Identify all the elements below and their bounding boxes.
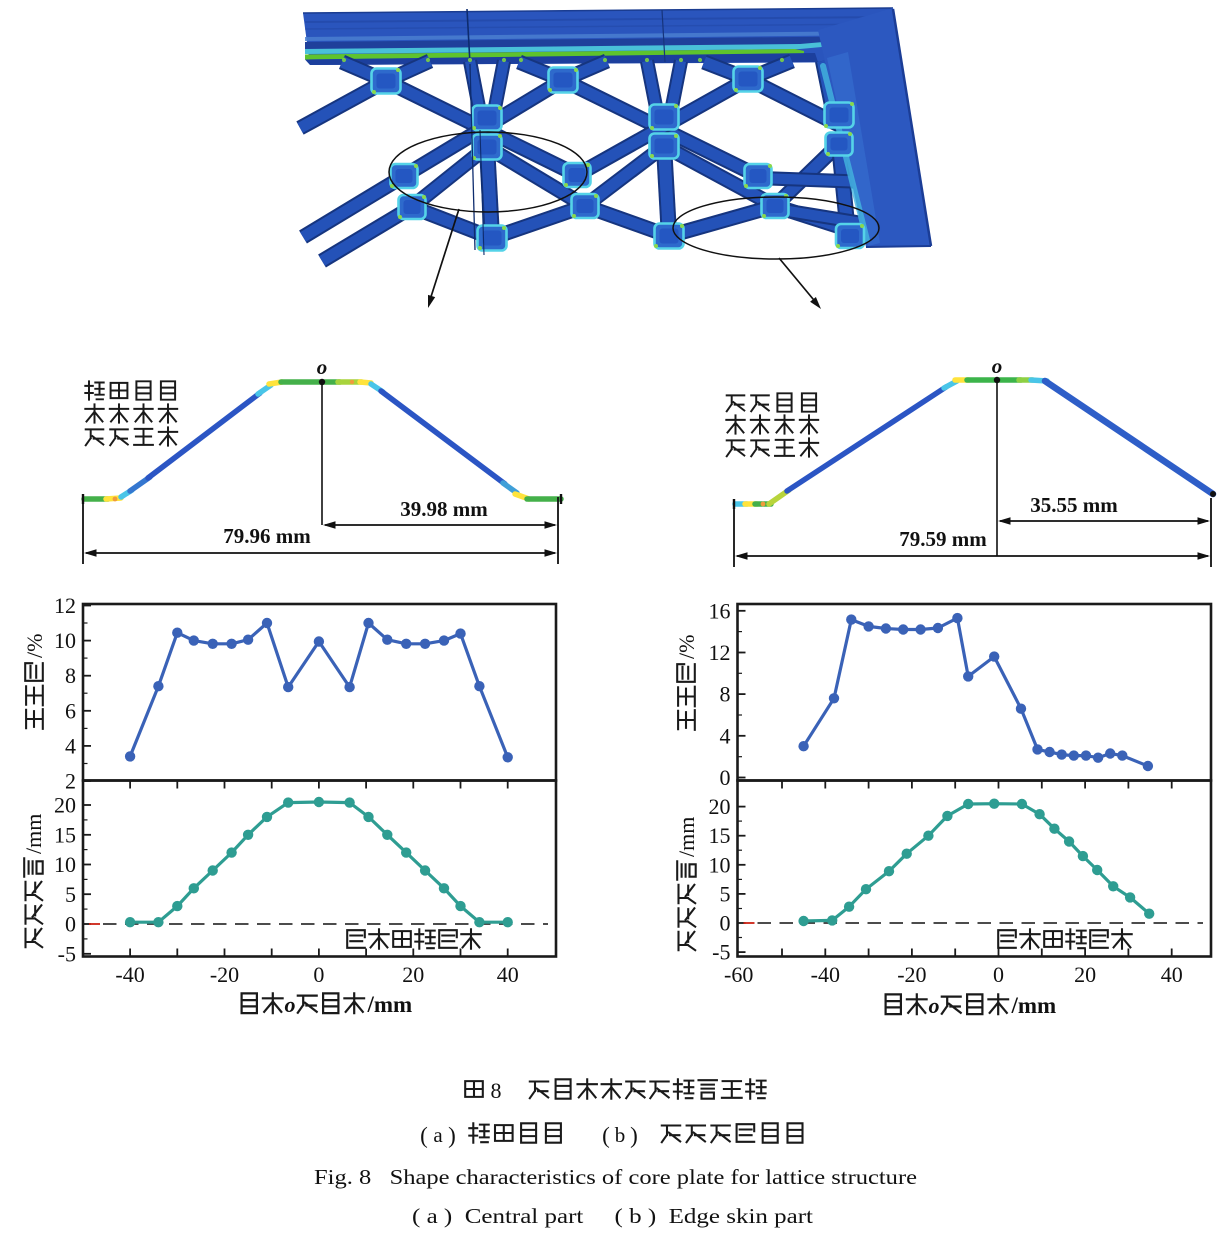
svg-text:-5: -5 (712, 940, 730, 965)
svg-text:4: 4 (720, 723, 731, 748)
svg-text:/%: /% (22, 634, 47, 658)
svg-text:/mm: /mm (1011, 993, 1057, 1018)
svg-text:0: 0 (720, 765, 731, 790)
svg-text:40: 40 (1161, 962, 1183, 987)
svg-text:2: 2 (65, 769, 76, 794)
svg-text:35.55 mm: 35.55 mm (1030, 493, 1118, 517)
svg-text:12: 12 (709, 640, 731, 665)
svg-text:( a ) Central part ( b ): ( a ) Central part ( b ) Edge skin part (412, 1204, 813, 1228)
svg-text:-5: -5 (58, 941, 76, 966)
svg-text:-40: -40 (811, 962, 840, 987)
svg-text:8: 8 (491, 1078, 502, 1103)
svg-text:16: 16 (709, 598, 731, 623)
svg-text:o: o (317, 355, 328, 379)
svg-text:b: b (615, 1123, 626, 1147)
svg-text:-20: -20 (210, 962, 239, 987)
svg-text:0: 0 (720, 911, 731, 936)
svg-text:-20: -20 (897, 962, 926, 987)
svg-text:5: 5 (720, 881, 731, 906)
svg-text:0: 0 (313, 962, 324, 987)
svg-text:39.98 mm: 39.98 mm (400, 497, 488, 521)
svg-text:40: 40 (497, 962, 519, 987)
svg-text:20: 20 (54, 793, 76, 818)
svg-text:10: 10 (54, 628, 76, 653)
svg-text:): ) (448, 1123, 456, 1148)
svg-text:0: 0 (993, 962, 1004, 987)
svg-text:/mm: /mm (367, 992, 413, 1017)
svg-text:4: 4 (65, 733, 76, 758)
svg-text:Fig. 8 Shape characteristics: Fig. 8 Shape characteristics of core pla… (314, 1165, 917, 1189)
svg-text:20: 20 (709, 794, 731, 819)
svg-text:/mm: /mm (21, 814, 46, 854)
svg-text:79.96 mm: 79.96 mm (223, 524, 311, 548)
svg-text:a: a (433, 1123, 443, 1147)
svg-text:o: o (285, 992, 296, 1017)
svg-text:(: ( (420, 1123, 428, 1148)
svg-text:20: 20 (1074, 962, 1096, 987)
svg-text:12: 12 (54, 593, 76, 618)
svg-text:o: o (992, 354, 1003, 378)
svg-text:10: 10 (54, 852, 76, 877)
svg-text:): ) (630, 1123, 638, 1148)
svg-text:8: 8 (720, 682, 731, 707)
svg-text:15: 15 (54, 822, 76, 847)
svg-text:8: 8 (65, 663, 76, 688)
svg-text:6: 6 (65, 698, 76, 723)
svg-text:(: ( (602, 1123, 610, 1148)
svg-text:o: o (929, 993, 940, 1018)
svg-text:20: 20 (402, 962, 424, 987)
svg-text:15: 15 (709, 823, 731, 848)
svg-text:/mm: /mm (674, 817, 699, 857)
svg-text:0: 0 (65, 912, 76, 937)
svg-text:/%: /% (674, 635, 699, 659)
svg-text:10: 10 (709, 852, 731, 877)
svg-text:-40: -40 (115, 962, 144, 987)
svg-text:-60: -60 (724, 962, 753, 987)
svg-text:79.59 mm: 79.59 mm (899, 527, 987, 551)
svg-text:5: 5 (65, 882, 76, 907)
